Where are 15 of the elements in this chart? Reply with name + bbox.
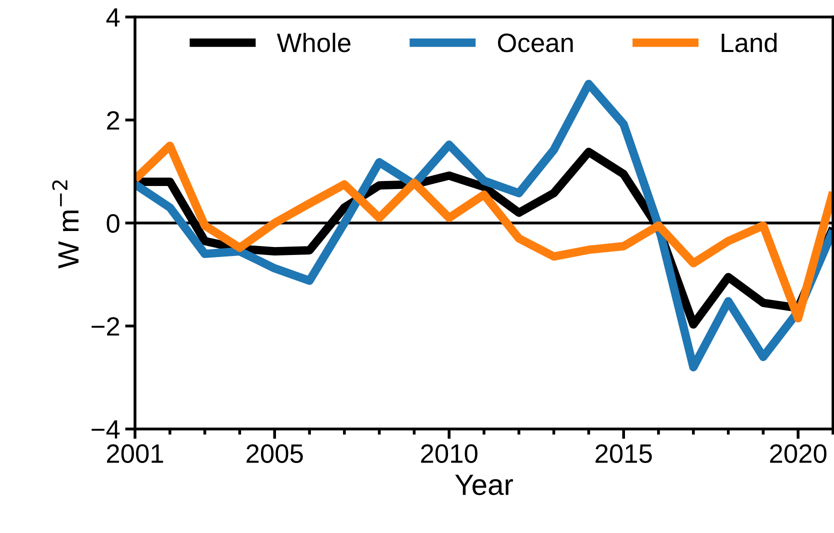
y-tick-label: 0 (106, 214, 120, 233)
y-tick-label: 2 (107, 111, 120, 130)
y-tick-label: 4 (106, 8, 120, 27)
y-tick-label: −2 (92, 317, 120, 336)
x-tick-label: 2001 (106, 444, 164, 463)
x-axis-title: Year (455, 474, 513, 496)
x-tick-label: 2010 (421, 444, 478, 463)
x-tick-label: 2020 (770, 444, 826, 463)
legend-label: Land (722, 32, 777, 52)
legend-label: Whole (276, 32, 350, 52)
x-tick-label: 2015 (596, 444, 652, 463)
y-axis-title: W m$^{−2}$ (52, 180, 78, 269)
x-tick-label: 2005 (246, 444, 303, 463)
y-tick-label: −4 (92, 420, 120, 439)
legend-label: Ocean (498, 34, 573, 52)
